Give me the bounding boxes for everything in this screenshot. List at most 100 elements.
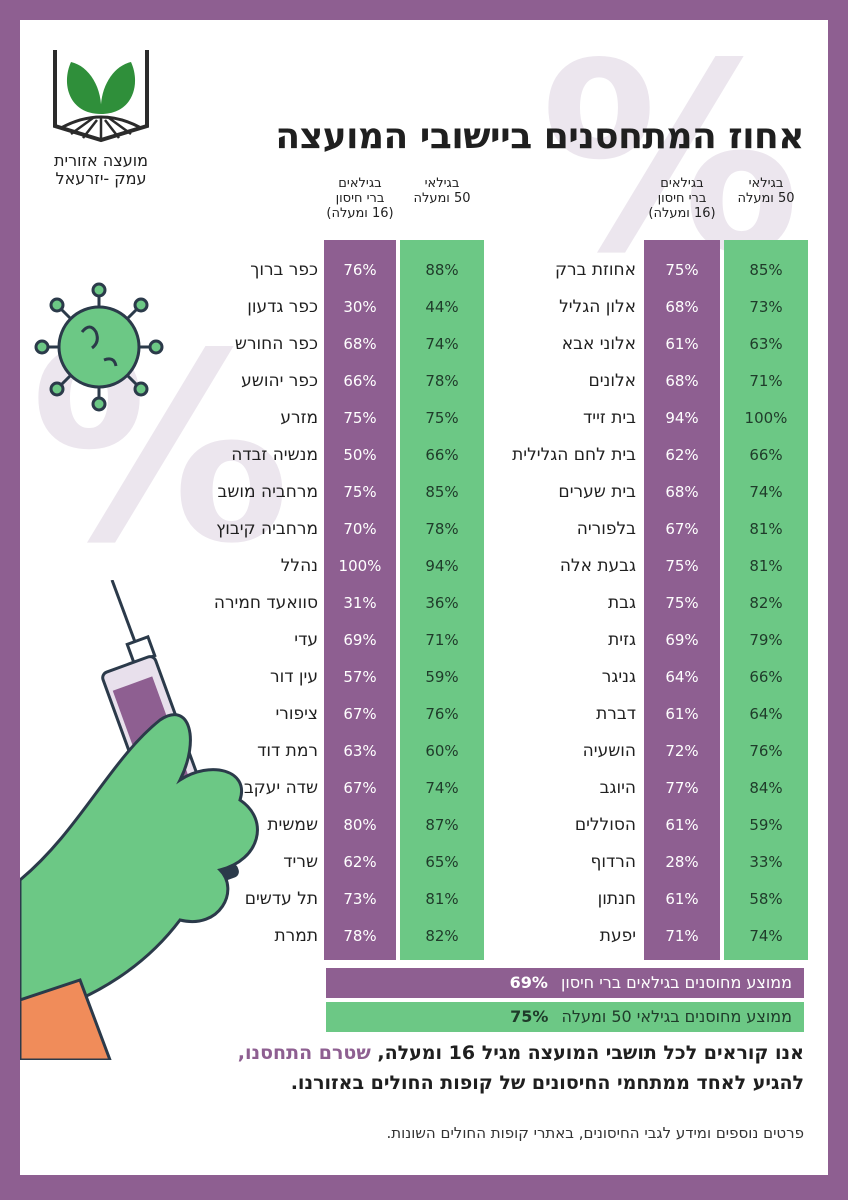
average-age50-value: 75% [510, 1007, 549, 1026]
eligible-value: 71% [665, 927, 699, 945]
settlement-name: עדי [294, 630, 318, 650]
age50-value: 74% [749, 483, 783, 501]
age50-value: 75% [425, 409, 459, 427]
right-header-age50: בגילאי 50 ומעלה [724, 176, 808, 206]
syringe-glove-illustration [20, 580, 259, 1060]
age50-value: 66% [425, 446, 459, 464]
settlement-name: כפר גדעון [247, 297, 318, 317]
settlement-name: אלונים [588, 371, 636, 391]
left-header-eligible: בגילאים ברי חיסון (16 ומעלה) [318, 176, 402, 221]
settlement-name: אלון הגליל [559, 297, 636, 317]
settlement-name: סוואעד חמירה [213, 593, 318, 613]
right-table-row: 81% 75% גבעת אלה [490, 548, 808, 585]
left-table-row: 36% 31% סוואעד חמירה [170, 585, 484, 622]
eligible-value: 67% [343, 705, 377, 723]
eligible-value: 28% [665, 853, 699, 871]
right-table-row: 100% 94% בית זייד [490, 400, 808, 437]
eligible-value: 75% [665, 557, 699, 575]
header-line: 50 ומעלה [413, 191, 471, 206]
right-table-row: 66% 64% גניגר [490, 659, 808, 696]
eligible-value: 64% [665, 668, 699, 686]
eligible-value: 62% [343, 853, 377, 871]
eligible-value: 80% [343, 816, 377, 834]
settlement-name: גבת [607, 593, 636, 613]
cta-text-part2: להגיע לאחד ממתחמי החיסונים של קופות החול… [290, 1072, 804, 1094]
right-table-row: 58% 61% חנתון [490, 881, 808, 918]
age50-value: 73% [749, 298, 783, 316]
age50-value: 74% [425, 779, 459, 797]
settlement-name: דברת [596, 704, 636, 724]
average-age50-bar: ממוצע מחוסנים בגילאי 50 ומעלה 75% [326, 1002, 804, 1032]
settlement-name: גניגר [601, 667, 636, 687]
age50-value: 63% [749, 335, 783, 353]
eligible-value: 94% [665, 409, 699, 427]
right-table-row: 33% 28% הרדוף [490, 844, 808, 881]
right-table-row: 74% 71% יפעת [490, 918, 808, 955]
left-table-row: 75% 75% מזרע [170, 400, 484, 437]
settlement-name: אלוני אבא [561, 334, 636, 354]
right-table-row: 85% 75% אחוזת ברק [490, 252, 808, 289]
age50-value: 78% [425, 520, 459, 538]
settlement-name: היוגב [599, 778, 636, 798]
age50-value: 36% [425, 594, 459, 612]
age50-value: 74% [749, 927, 783, 945]
settlement-name: גבעת אלה [559, 556, 636, 576]
left-table-row: 60% 63% רמת דוד [170, 733, 484, 770]
left-table-row: 82% 78% תמרת [170, 918, 484, 955]
eligible-value: 67% [343, 779, 377, 797]
left-table-row: 78% 66% כפר יהושע [170, 363, 484, 400]
age50-value: 64% [749, 705, 783, 723]
eligible-value: 69% [343, 631, 377, 649]
eligible-value: 72% [665, 742, 699, 760]
left-table-row: 65% 62% שריד [170, 844, 484, 881]
right-table-row: 76% 72% הושעיה [490, 733, 808, 770]
age50-value: 85% [425, 483, 459, 501]
settlement-name: מרחביה מושב [217, 482, 318, 502]
age50-value: 66% [749, 668, 783, 686]
header-line: (16 ומעלה) [326, 206, 394, 221]
cta-highlight: שטרם התחסנו, [237, 1042, 371, 1064]
header-line: בגילאים [338, 176, 382, 191]
settlement-name: הושעיה [582, 741, 636, 761]
settlement-name: מרחביה קיבוץ [216, 519, 318, 539]
eligible-value: 68% [665, 483, 699, 501]
left-table-row: 74% 67% שדה יעקב [170, 770, 484, 807]
header-line: 50 ומעלה [737, 191, 795, 206]
age50-value: 76% [749, 742, 783, 760]
settlement-name: תל עדשים [244, 889, 318, 909]
settlement-name: הסוללים [574, 815, 636, 835]
eligible-value: 76% [343, 261, 377, 279]
left-table-row: 94% 100% נהלל [170, 548, 484, 585]
age50-value: 59% [749, 816, 783, 834]
eligible-value: 50% [343, 446, 377, 464]
poster: % % מועצה אזורית עמק -יזרעאל אחוז המתחסנ… [20, 20, 828, 1175]
council-name-line2: עמק -יזרעאל [55, 169, 147, 188]
settlement-name: בלפוריה [576, 519, 636, 539]
eligible-value: 57% [343, 668, 377, 686]
council-name-line1: מועצה אזורית [54, 151, 148, 170]
call-to-action: אנו קוראים לכל תושבי המועצה מגיל 16 ומעל… [104, 1038, 804, 1098]
age50-value: 81% [749, 520, 783, 538]
settlement-name: תמרת [274, 926, 319, 946]
eligible-value: 68% [665, 298, 699, 316]
settlement-name: מזרע [280, 408, 318, 428]
average-age50-label: ממוצע מחוסנים בגילאי 50 ומעלה [561, 1007, 792, 1026]
left-table-row: 78% 70% מרחביה קיבוץ [170, 511, 484, 548]
settlement-name: עין דור [270, 667, 318, 687]
left-table-row: 88% 76% כפר ברוך [170, 252, 484, 289]
eligible-value: 67% [665, 520, 699, 538]
eligible-value: 61% [665, 816, 699, 834]
settlement-name: שדה יעקב [243, 778, 318, 798]
right-table-row: 74% 68% בית שערים [490, 474, 808, 511]
left-table-row: 71% 69% עדי [170, 622, 484, 659]
age50-value: 58% [749, 890, 783, 908]
right-table-row: 64% 61% דברת [490, 696, 808, 733]
cta-text-part1: אנו קוראים לכל תושבי המועצה מגיל 16 ומעל… [370, 1042, 804, 1064]
age50-value: 100% [744, 409, 788, 427]
age50-value: 81% [749, 557, 783, 575]
age50-value: 44% [425, 298, 459, 316]
header-line: בגילאי [424, 176, 460, 191]
right-table-row: 82% 75% גבת [490, 585, 808, 622]
right-table-eligible-column [644, 240, 720, 960]
age50-value: 82% [425, 927, 459, 945]
